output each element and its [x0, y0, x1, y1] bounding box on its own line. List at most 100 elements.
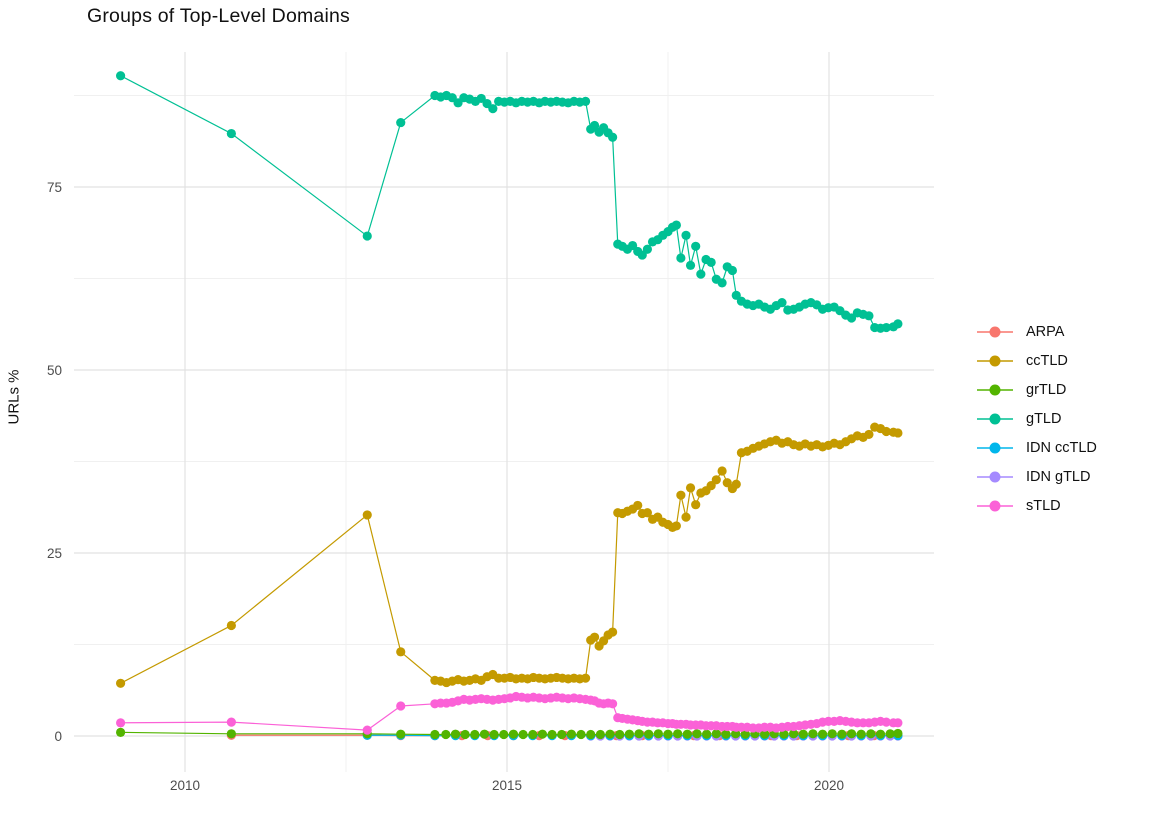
data-point-grTLD	[846, 729, 857, 739]
data-point-grTLD	[634, 729, 644, 739]
data-point-ccTLD	[717, 466, 727, 476]
data-point-grTLD	[663, 729, 673, 739]
legend-item-sTLD: sTLD	[976, 496, 1097, 516]
data-point-grTLD	[827, 729, 837, 739]
data-point-grTLD	[711, 729, 721, 739]
data-point-grTLD	[396, 729, 406, 739]
data-point-ccTLD	[685, 483, 696, 493]
data-point-gTLD	[864, 311, 874, 321]
data-point-gTLD	[580, 96, 591, 106]
y-tick-label: 50	[47, 363, 62, 378]
data-point-ccTLD	[633, 500, 643, 511]
data-point-gTLD	[881, 322, 891, 333]
data-point-ccTLD	[608, 627, 618, 637]
legend-key-icon	[977, 355, 1013, 367]
data-point-grTLD	[885, 729, 895, 739]
legend-key-icon	[977, 326, 1013, 338]
legend-key-icon	[977, 384, 1013, 396]
data-point-grTLD	[624, 729, 634, 739]
data-point-grTLD	[760, 729, 770, 739]
data-point-ccTLD	[711, 475, 721, 485]
data-point-gTLD	[226, 128, 236, 139]
legend-key-icon	[977, 500, 1013, 512]
y-tick-label: 0	[54, 729, 62, 744]
data-point-grTLD	[788, 729, 799, 739]
data-point-grTLD	[479, 729, 490, 739]
data-point-grTLD	[518, 729, 528, 740]
data-point-ccTLD	[671, 521, 681, 531]
legend-item-IDN-gTLD: IDN gTLD	[976, 467, 1097, 487]
data-point-gTLD	[893, 319, 903, 329]
data-point-gTLD	[681, 230, 691, 240]
data-point-grTLD	[499, 729, 509, 740]
data-point-grTLD	[740, 729, 750, 739]
data-point-grTLD	[866, 729, 876, 739]
data-point-gTLD	[717, 278, 727, 288]
data-point-grTLD	[460, 729, 470, 740]
data-point-ccTLD	[893, 428, 903, 438]
x-tick-label: 2010	[170, 778, 200, 793]
data-point-grTLD	[893, 728, 903, 739]
data-point-grTLD	[489, 729, 499, 740]
y-tick-label: 25	[47, 546, 62, 561]
data-point-ccTLD	[116, 678, 126, 688]
legend-label: IDN ccTLD	[1026, 440, 1097, 456]
data-point-grTLD	[779, 729, 789, 739]
legend-label: ccTLD	[1026, 353, 1068, 369]
data-point-ccTLD	[642, 508, 652, 518]
data-point-grTLD	[808, 729, 818, 739]
data-point-gTLD	[642, 244, 652, 254]
data-point-grTLD	[875, 729, 886, 739]
data-point-grTLD	[528, 729, 538, 740]
y-tick-label: 75	[47, 180, 62, 195]
data-point-gTLD	[727, 265, 738, 276]
data-point-grTLD	[430, 729, 440, 740]
legend: ARPA ccTLD grTLD gTLD IDN ccTLD IDN gTLD sTLD	[976, 322, 1097, 516]
data-point-gTLD	[777, 298, 787, 308]
data-point-ccTLD	[864, 429, 874, 440]
data-point-ccTLD	[676, 490, 686, 500]
data-point-sTLD	[893, 718, 903, 728]
data-point-grTLD	[566, 729, 577, 739]
data-point-gTLD	[396, 117, 406, 128]
chart-title: Groups of Top-Level Domains	[87, 5, 351, 27]
data-point-gTLD	[116, 71, 126, 81]
legend-item-ccTLD: ccTLD	[976, 351, 1097, 371]
data-point-grTLD	[586, 729, 596, 740]
data-point-gTLD	[696, 269, 706, 279]
x-tick-label: 2020	[814, 778, 844, 793]
data-point-sTLD	[226, 717, 236, 727]
data-point-grTLD	[673, 729, 683, 739]
data-point-grTLD	[116, 727, 126, 737]
data-point-ccTLD	[396, 647, 406, 657]
data-point-grTLD	[450, 729, 461, 739]
data-point-grTLD	[557, 729, 567, 740]
legend-item-ARPA: ARPA	[976, 322, 1097, 342]
data-point-gTLD	[608, 132, 618, 142]
data-point-grTLD	[702, 729, 712, 739]
data-point-sTLD	[396, 701, 406, 711]
data-point-grTLD	[653, 729, 663, 739]
data-point-grTLD	[508, 729, 519, 739]
data-point-grTLD	[605, 729, 615, 739]
data-point-gTLD	[589, 120, 600, 131]
data-point-ccTLD	[362, 510, 372, 520]
data-point-grTLD	[721, 729, 731, 739]
data-point-grTLD	[576, 729, 586, 740]
data-point-gTLD	[706, 257, 716, 267]
data-point-ccTLD	[681, 512, 691, 522]
data-point-gTLD	[362, 231, 372, 241]
data-point-gTLD	[685, 260, 696, 270]
data-point-grTLD	[817, 729, 828, 739]
data-point-ccTLD	[589, 632, 600, 642]
legend-label: gTLD	[1026, 411, 1062, 427]
data-point-grTLD	[682, 729, 692, 739]
x-tick-label: 2015	[492, 778, 522, 793]
data-point-grTLD	[615, 729, 625, 740]
data-point-ccTLD	[691, 500, 701, 510]
legend-item-gTLD: gTLD	[976, 409, 1097, 429]
legend-label: sTLD	[1026, 498, 1061, 514]
legend-key-icon	[977, 471, 1013, 483]
series-line-gTLD	[120, 75, 899, 329]
legend-item-grTLD: grTLD	[976, 380, 1097, 400]
